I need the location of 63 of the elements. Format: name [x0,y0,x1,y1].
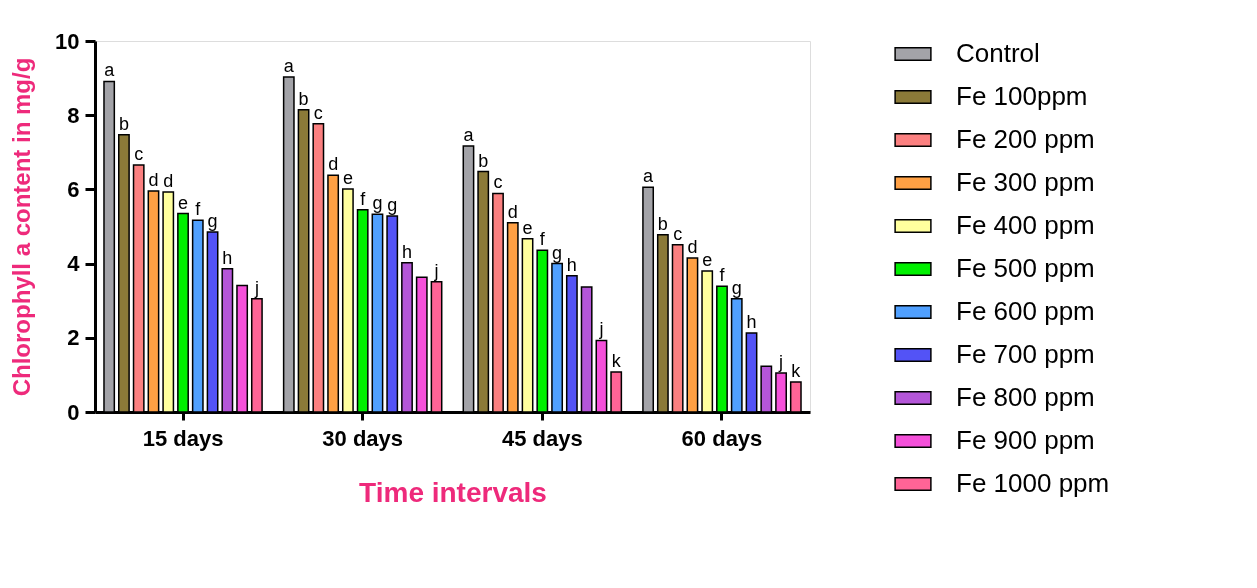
legend-label: Fe 400 ppm [956,210,1095,240]
data-label: g [731,277,742,298]
data-label: f [195,199,202,220]
y-tick-label: 0 [67,399,80,425]
data-label: g [552,242,563,263]
legend-label: Control [956,38,1040,68]
data-label: a [104,60,116,81]
x-tick-label: 45 days [501,425,583,451]
data-label: g [207,211,218,232]
data-label: h [746,311,757,332]
data-label: j [778,352,784,373]
y-tick-label: 2 [67,325,80,351]
x-tick-label: 30 days [322,425,404,451]
data-label: b [657,213,668,234]
data-label: h [566,254,577,275]
data-label: a [643,166,655,187]
data-label: g [387,195,398,216]
data-label: f [360,188,367,209]
data-label: j [433,260,439,281]
legend-label: Fe 500 ppm [956,253,1095,283]
data-label: e [702,250,713,271]
data-label: d [328,154,339,175]
data-label: k [611,350,622,371]
data-label: d [163,171,174,191]
data-label: f [719,265,726,286]
data-label: c [134,143,144,164]
legend-label: Fe 100ppm [956,81,1088,111]
legend-label: Fe 900 ppm [956,425,1095,455]
y-tick-label: 4 [67,251,81,277]
x-axis-title: Time intervals [359,476,547,508]
x-tick-label: 15 days [142,425,224,451]
data-label: d [148,169,159,190]
legend-label: Fe 200 ppm [956,124,1095,154]
data-label: a [283,55,295,76]
data-label: j [598,319,604,340]
x-tick-label: 60 days [681,425,763,451]
y-tick-label: 10 [55,28,80,54]
legend-label: Fe 700 ppm [956,339,1095,369]
data-label: e [342,168,353,189]
legend-label: Fe 300 ppm [956,167,1095,197]
data-label: b [478,150,489,171]
data-label: a [463,124,475,145]
legend-label: Fe 800 ppm [956,382,1095,412]
data-label: e [178,192,189,213]
data-label: b [118,113,129,134]
data-label: k [791,360,802,381]
y-tick-label: 6 [67,176,80,202]
data-label: d [507,201,518,222]
data-label: e [522,217,533,238]
data-label: j [253,277,259,298]
data-label: g [372,193,383,214]
data-label: d [687,237,698,258]
legend-label: Fe 1000 ppm [956,468,1110,498]
data-label: c [493,172,503,193]
legend-label: Fe 600 ppm [956,296,1095,326]
data-label: b [298,88,309,109]
y-tick-label: 8 [67,102,80,128]
data-label: c [673,223,683,244]
data-label: c [313,102,323,123]
data-label: h [401,241,413,262]
y-axis-title: Chlorophyll a content in mg/g [8,57,36,397]
data-label: f [539,229,546,250]
data-label: h [222,247,233,268]
